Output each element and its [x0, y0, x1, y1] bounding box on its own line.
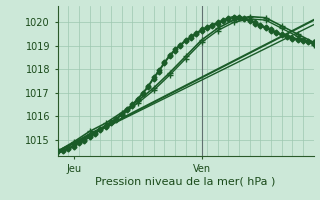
X-axis label: Pression niveau de la mer( hPa ): Pression niveau de la mer( hPa )	[95, 176, 276, 186]
